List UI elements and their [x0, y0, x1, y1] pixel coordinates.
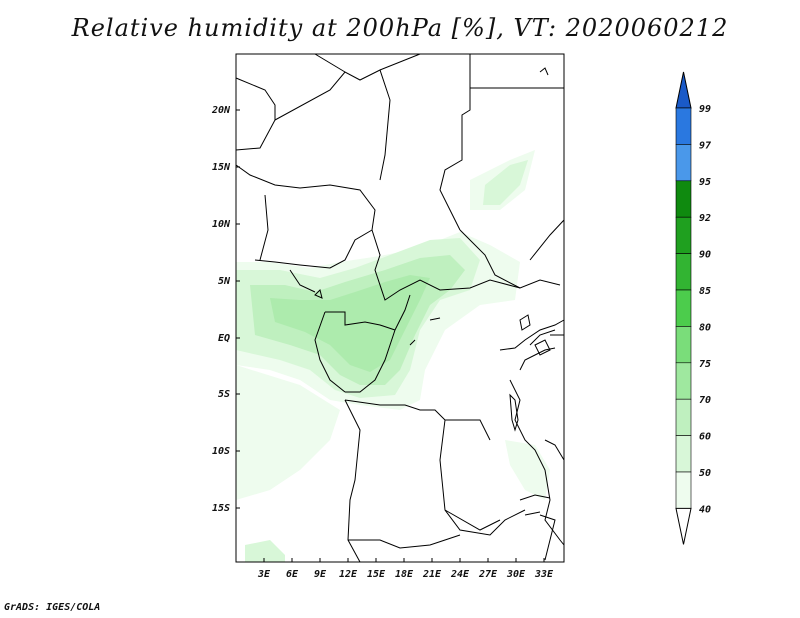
- border-line: [529, 219, 565, 261]
- border-line: [394, 294, 411, 331]
- map-title: Relative humidity at 200hPa [%], VT: 202…: [71, 14, 729, 42]
- border-line: [544, 439, 565, 461]
- border-line: [459, 229, 521, 289]
- colorbar-label: 85: [699, 286, 711, 297]
- border-line: [345, 329, 396, 393]
- colorbar-label: 60: [699, 432, 711, 443]
- colorbar-label: 90: [699, 250, 711, 261]
- colorbar-label: 95: [699, 177, 711, 188]
- colorbar-label: 70: [699, 395, 711, 406]
- border-line: [235, 77, 276, 151]
- colorbar-swatch: [675, 144, 692, 182]
- border-line: [499, 319, 565, 351]
- lat-axis: 20N 15N 10N 5N EQ 5S 10S 15S: [211, 105, 240, 514]
- border-line: [439, 419, 526, 536]
- border-line: [519, 494, 551, 501]
- lake-outlines: [314, 67, 551, 516]
- lake-outline: [429, 317, 441, 321]
- colorbar-swatch: [675, 471, 692, 509]
- grads-credit: GrADS: IGES/COLA: [4, 602, 101, 613]
- lon-label: 9E: [314, 569, 327, 580]
- lon-label: 24E: [450, 569, 470, 580]
- border-line: [529, 329, 556, 346]
- colorbar: 99 97 95 92 90 85 80 75 70 60 50 40: [675, 71, 711, 545]
- border-line: [348, 534, 461, 549]
- lat-label: 10N: [212, 219, 231, 230]
- lat-label: 15N: [212, 162, 231, 173]
- lat-label: 10S: [212, 446, 230, 457]
- border-line: [344, 399, 361, 563]
- border-line: [439, 54, 471, 231]
- lake-outline: [409, 339, 416, 346]
- colorbar-swatch: [675, 107, 692, 145]
- colorbar-swatch: [675, 289, 692, 327]
- lon-label: 30E: [506, 569, 526, 580]
- colorbar-label: 92: [699, 213, 711, 224]
- rh-band-70: [270, 275, 430, 372]
- lon-label: 21E: [422, 569, 442, 580]
- colorbar-label: 80: [699, 322, 711, 333]
- lat-label: 5N: [218, 276, 231, 287]
- colorbar-swatch: [675, 253, 692, 291]
- colorbar-bottom-arrow: [675, 507, 692, 545]
- lat-label: 5S: [218, 389, 230, 400]
- lon-label: 6E: [286, 569, 299, 580]
- colorbar-label: 97: [699, 140, 711, 151]
- border-line: [371, 229, 561, 301]
- colorbar-label: 75: [699, 359, 711, 370]
- border-line: [325, 311, 396, 331]
- lake-outline: [519, 314, 531, 331]
- lon-label: 27E: [478, 569, 498, 580]
- map-frame: [235, 53, 565, 563]
- border-line: [539, 514, 556, 561]
- border-line: [314, 311, 346, 393]
- lon-label: 12E: [339, 569, 358, 580]
- colorbar-label: 99: [699, 104, 711, 115]
- rh-band-40-south: [236, 365, 340, 500]
- border-line: [314, 53, 346, 73]
- colorbar-swatch: [675, 216, 692, 254]
- humidity-shading: [236, 150, 550, 562]
- border-line: [289, 269, 316, 293]
- border-line: [259, 194, 269, 261]
- border-line: [344, 399, 491, 441]
- colorbar-swatch: [675, 180, 692, 218]
- colorbar-swatch: [675, 398, 692, 436]
- colorbar-swatch: [675, 435, 692, 473]
- colorbar-label: 40: [699, 504, 711, 515]
- colorbar-label: 50: [699, 468, 711, 479]
- border-line: [444, 509, 501, 531]
- lon-label: 18E: [395, 569, 414, 580]
- border-line: [274, 69, 391, 181]
- lon-label: 33E: [534, 569, 554, 580]
- lake-outline: [539, 67, 549, 76]
- lake-outline: [314, 289, 323, 299]
- border-line: [235, 164, 376, 269]
- border-line: [519, 347, 556, 371]
- lat-label: 15S: [212, 503, 230, 514]
- lon-label: 15E: [367, 569, 386, 580]
- lake-outline: [524, 511, 541, 516]
- lat-label: EQ: [218, 333, 230, 344]
- lon-label: 3E: [257, 569, 271, 580]
- border-line: [379, 53, 421, 71]
- lake-outline: [509, 393, 519, 432]
- lake-outline: [534, 339, 551, 356]
- rh-band-50-north: [483, 160, 528, 205]
- rh-band-40-east: [505, 440, 550, 500]
- rh-band-50-southwest: [245, 540, 285, 562]
- colorbar-swatch: [675, 326, 692, 364]
- colorbar-swatch: [675, 362, 692, 400]
- country-borders: [235, 53, 565, 563]
- lat-label: 20N: [211, 105, 231, 116]
- lon-axis: 3E 6E 9E 12E 15E 18E 21E 24E 27E 30E 33E: [257, 558, 554, 580]
- colorbar-top-arrow: [675, 71, 692, 109]
